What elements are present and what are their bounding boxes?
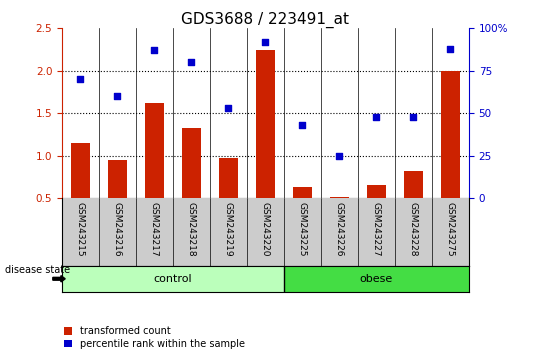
- Text: GSM243219: GSM243219: [224, 202, 233, 256]
- Point: [76, 76, 85, 82]
- Point: [335, 153, 344, 159]
- Legend: transformed count, percentile rank within the sample: transformed count, percentile rank withi…: [64, 326, 245, 349]
- Text: GSM243225: GSM243225: [298, 202, 307, 256]
- Text: GSM243216: GSM243216: [113, 202, 122, 256]
- Bar: [404, 171, 423, 198]
- Bar: [293, 187, 312, 198]
- Text: GSM243220: GSM243220: [261, 202, 270, 256]
- Point: [187, 59, 196, 65]
- Point: [113, 93, 122, 99]
- Point: [261, 39, 270, 45]
- Text: disease state: disease state: [5, 265, 71, 275]
- Point: [372, 114, 381, 120]
- Bar: [145, 103, 164, 198]
- Point: [224, 105, 233, 111]
- Bar: [219, 158, 238, 198]
- Point: [446, 46, 455, 52]
- Point: [409, 114, 418, 120]
- Bar: [441, 71, 460, 198]
- Title: GDS3688 / 223491_at: GDS3688 / 223491_at: [182, 12, 349, 28]
- Text: GSM243227: GSM243227: [372, 202, 381, 256]
- Bar: [367, 185, 386, 198]
- Bar: [71, 143, 89, 198]
- Text: GSM243228: GSM243228: [409, 202, 418, 256]
- Bar: [108, 160, 127, 198]
- Bar: [182, 128, 201, 198]
- Point: [298, 122, 307, 128]
- Text: GSM243218: GSM243218: [187, 202, 196, 256]
- Bar: [256, 50, 275, 198]
- Text: GSM243226: GSM243226: [335, 202, 344, 256]
- Text: GSM243275: GSM243275: [446, 202, 455, 256]
- Text: obese: obese: [360, 274, 393, 284]
- Text: control: control: [154, 274, 192, 284]
- Text: GSM243215: GSM243215: [76, 202, 85, 256]
- Text: GSM243217: GSM243217: [150, 202, 159, 256]
- Bar: [284, 266, 469, 292]
- Point: [150, 47, 159, 53]
